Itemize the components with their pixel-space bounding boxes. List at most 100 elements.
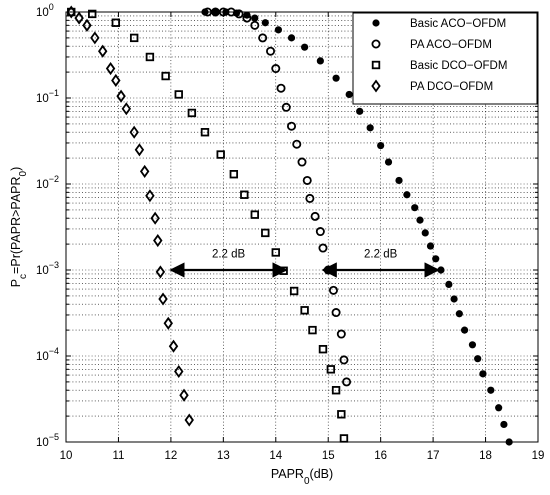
data-point: [356, 107, 364, 115]
data-point: [337, 410, 346, 419]
data-point: [281, 102, 291, 112]
x-axis-label: PAPR0(dB): [271, 467, 333, 487]
data-point: [229, 170, 239, 179]
data-point: [145, 52, 155, 62]
x-tick-label: 15: [322, 450, 335, 462]
data-point: [421, 229, 429, 237]
data-point: [82, 18, 92, 32]
data-point: [250, 20, 260, 30]
series-2: [67, 7, 349, 443]
data-point: [318, 243, 328, 253]
data-point: [161, 71, 170, 81]
data-point: [234, 9, 244, 19]
data-point: [250, 210, 259, 219]
data-point: [116, 89, 126, 103]
data-point: [184, 413, 194, 427]
data-point: [174, 364, 184, 379]
data-point: [216, 150, 225, 159]
data-point: [505, 438, 513, 446]
x-tick-label: 13: [217, 450, 230, 462]
legend-label: Basic DCO−OFDM: [410, 60, 507, 72]
data-point: [336, 329, 346, 339]
data-point: [261, 228, 270, 238]
data-point: [105, 62, 116, 76]
data-point: [98, 44, 108, 58]
data-point: [66, 5, 76, 19]
data-point: [318, 344, 328, 354]
data-point: [331, 386, 341, 395]
data-point: [411, 204, 419, 212]
legend-marker: [371, 60, 381, 70]
data-point: [342, 377, 352, 387]
data-point: [345, 90, 353, 99]
data-point: [366, 124, 374, 132]
data-point: [240, 190, 249, 199]
data-point: [287, 121, 297, 131]
data-point: [487, 386, 495, 394]
data-point: [500, 420, 508, 429]
data-point: [187, 108, 197, 118]
data-point: [276, 83, 286, 93]
data-point: [287, 34, 296, 42]
data-point: [292, 139, 302, 149]
series-1: [203, 7, 352, 387]
data-point: [297, 157, 307, 167]
data-point: [315, 227, 325, 237]
data-point: [437, 266, 445, 274]
data-point: [301, 43, 309, 51]
legend-marker: [371, 79, 381, 93]
data-point: [416, 216, 424, 224]
data-point: [289, 286, 299, 296]
data-point: [426, 242, 435, 250]
data-point: [266, 46, 276, 56]
data-point: [460, 326, 469, 334]
data-point: [211, 8, 220, 16]
data-point: [316, 57, 324, 65]
data-point: [384, 158, 393, 166]
data-point: [168, 339, 179, 353]
data-point: [111, 18, 121, 27]
data-point: [121, 102, 132, 116]
data-point: [305, 193, 315, 203]
legend-label: Basic ACO−OFDM: [410, 18, 506, 30]
x-tick-label: 18: [479, 450, 492, 462]
y-tick-labels: 100 10−1 10−2 10−3 10−4 10−5: [36, 2, 59, 449]
x-tick-label: 11: [112, 450, 124, 462]
data-point: [326, 365, 336, 374]
data-point: [308, 325, 317, 335]
data-point: [242, 13, 252, 23]
data-point: [450, 295, 458, 303]
data-point: [445, 280, 453, 289]
data-point: [200, 128, 210, 137]
data-point: [251, 14, 259, 22]
data-point: [331, 308, 341, 318]
data-point: [403, 191, 411, 199]
data-point: [395, 176, 403, 185]
data-point: [90, 31, 100, 45]
legend-label: PA ACO−OFDM: [410, 39, 492, 51]
annotation-label: 2.2 dB: [364, 248, 398, 260]
data-point: [129, 125, 139, 139]
y-tick-label: 10−1: [36, 88, 59, 105]
data-point: [339, 355, 349, 365]
data-point: [139, 164, 150, 178]
data-point: [339, 434, 349, 443]
legend-box: [352, 12, 538, 105]
data-series: [66, 5, 513, 446]
series-0: [201, 8, 513, 446]
data-point: [468, 341, 477, 349]
data-point: [261, 19, 269, 27]
data-point: [226, 7, 236, 17]
data-point: [129, 33, 139, 43]
data-point: [377, 141, 385, 150]
legend-label: PA DCO−OFDM: [410, 81, 493, 93]
annotations: 2.2 dB 2.2 dB: [169, 248, 440, 278]
y-tick-label: 10−4: [36, 346, 59, 363]
x-tick-label: 16: [374, 450, 387, 462]
legend-marker: [371, 39, 381, 49]
data-point: [479, 370, 487, 378]
data-point: [163, 316, 173, 330]
grid: [66, 12, 538, 442]
x-tick-labels: 10 11 12 13 14 15 16 17 18 19: [60, 450, 545, 462]
data-point: [310, 211, 320, 221]
